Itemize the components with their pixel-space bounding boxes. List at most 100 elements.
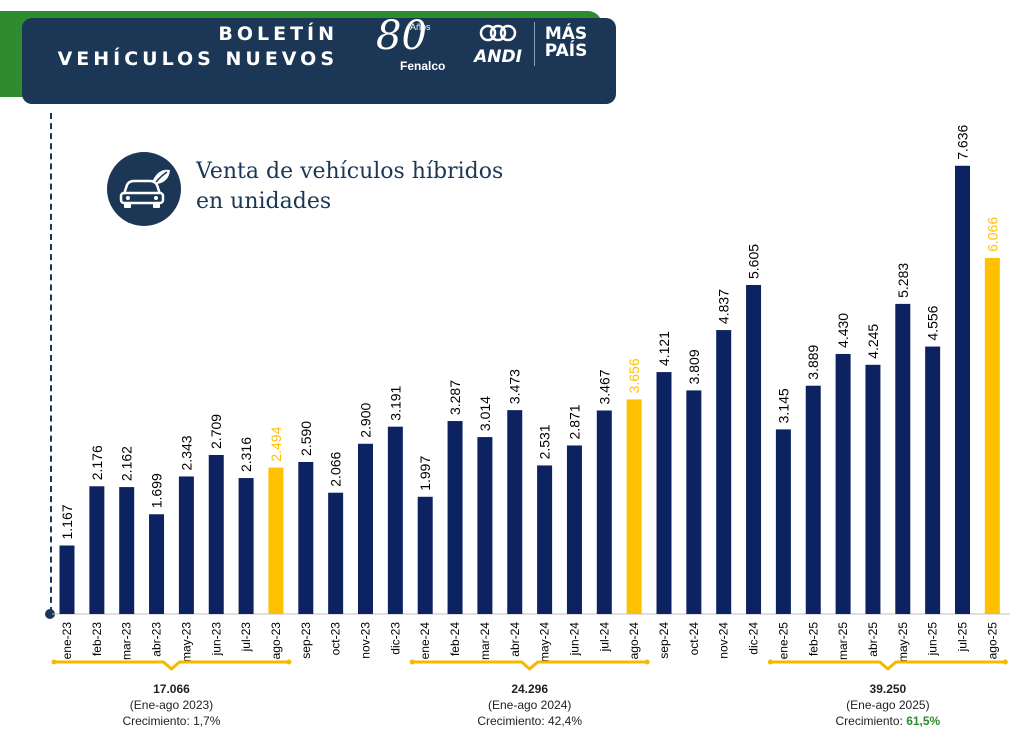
bar-value-label: 2.871 [566, 404, 582, 439]
bar-may-23 [178, 476, 194, 614]
fenalco-80-mark: 80 [376, 13, 427, 59]
x-tick-label: ene-23 [60, 622, 74, 660]
bar-jul-24 [596, 410, 612, 614]
bracket-end [286, 659, 292, 665]
x-tick-label: dic-23 [388, 622, 402, 655]
mas-pais-logo: MÁS PAÍS [540, 26, 592, 60]
bar-ago-24 [626, 399, 642, 614]
bar-jun-23 [208, 454, 224, 614]
bar-abr-23 [149, 514, 165, 614]
bar-value-label: 3.473 [507, 369, 523, 404]
bar-value-label: 4.121 [656, 331, 672, 366]
bar-jul-25 [955, 165, 970, 615]
bar-value-label: 5.605 [746, 244, 762, 279]
bar-feb-24 [447, 421, 463, 614]
bar-ene-24 [417, 496, 433, 614]
bar-value-label: 2.494 [268, 426, 284, 461]
bracket-end [644, 659, 650, 665]
bar-nov-24 [716, 330, 732, 614]
bar-value-label: 3.889 [805, 344, 821, 379]
bar-value-label: 2.162 [119, 446, 135, 481]
x-tick-label: sep-24 [657, 622, 671, 659]
bar-sep-23 [298, 461, 314, 614]
logo-divider [534, 22, 535, 66]
bar-value-label: 1.167 [59, 504, 75, 539]
bar-value-label: 7.636 [955, 125, 971, 160]
bar-abr-25 [865, 364, 881, 614]
bar-jul-23 [238, 478, 254, 614]
bar-value-label: 3.467 [596, 369, 612, 404]
bar-value-label: 1.997 [417, 456, 433, 491]
x-tick-label: ene-24 [418, 622, 432, 660]
x-tick-label: feb-25 [806, 622, 820, 656]
period-total: 17.066 [153, 682, 190, 696]
bracket-end [767, 659, 773, 665]
x-tick-label: may-23 [179, 622, 193, 662]
fenalco-logo: 80 Años Fenalco [370, 14, 460, 74]
x-tick-label: jun-23 [209, 622, 223, 657]
bar-value-label: 6.066 [984, 217, 1000, 252]
bar-value-label: 1.699 [149, 473, 165, 508]
x-tick-label: jun-25 [926, 622, 940, 657]
x-tick-label: feb-23 [90, 622, 104, 656]
bar-mar-23 [119, 487, 135, 614]
x-tick-label: mar-25 [836, 622, 850, 660]
x-tick-label: jun-24 [567, 622, 581, 657]
x-tick-label: may-24 [538, 622, 552, 662]
growth-label: Crecimiento: [835, 714, 907, 728]
hybrid-car-icon [107, 152, 181, 226]
bar-oct-23 [328, 492, 344, 614]
bar-value-label: 3.014 [477, 396, 493, 431]
timeline-dashed-line [50, 113, 52, 613]
bulletin-title-line1: BOLETÍN [218, 23, 338, 45]
period-total: 24.296 [511, 682, 549, 696]
period-summary: 39.250 (Ene-ago 2025) Crecimiento: 61,5% [798, 681, 978, 729]
period-growth: Crecimiento: 1,7% [81, 713, 261, 729]
period-summary: 17.066 (Ene-ago 2023) Crecimiento: 1,7% [81, 681, 261, 729]
bar-value-label: 3.145 [775, 388, 791, 423]
bar-value-label: 3.809 [686, 349, 702, 384]
fenalco-name: Fenalco [400, 59, 446, 73]
period-total: 39.250 [869, 682, 907, 696]
fenalco-anos-text: Años [410, 22, 431, 32]
bar-feb-25 [805, 385, 821, 614]
bar-value-label: 2.900 [358, 403, 374, 438]
period-growth: Crecimiento: 61,5% [798, 713, 978, 729]
x-tick-label: mar-24 [478, 622, 492, 660]
x-tick-label: oct-23 [329, 622, 343, 656]
bar-value-label: 2.531 [537, 424, 553, 459]
bar-value-label: 3.191 [387, 385, 403, 420]
bar-may-25 [895, 303, 911, 614]
x-tick-label: abr-23 [150, 622, 164, 657]
bar-dic-24 [746, 284, 762, 614]
bar-ago-25 [984, 257, 1000, 614]
x-tick-label: sep-23 [299, 622, 313, 659]
x-tick-label: ago-24 [627, 622, 641, 660]
bar-value-label: 2.066 [328, 451, 344, 486]
bar-value-label: 2.590 [298, 421, 314, 456]
bar-value-label: 2.709 [208, 414, 224, 449]
x-tick-label: jul-24 [597, 622, 611, 653]
summary-bracket [770, 660, 1006, 671]
x-tick-label: ago-25 [985, 622, 999, 660]
bulletin-title-line2: VEHÍCULOS NUEVOS [57, 48, 338, 70]
bar-value-label: 5.283 [895, 263, 911, 298]
bar-value-label: 2.316 [238, 437, 254, 472]
x-tick-label: ago-23 [269, 622, 283, 660]
x-tick-label: nov-23 [359, 622, 373, 659]
period-growth: Crecimiento: 42,4% [440, 713, 620, 729]
x-tick-label: mar-23 [120, 622, 134, 660]
bar-jun-24 [566, 445, 582, 614]
bracket-end [51, 659, 57, 665]
growth-value: 61,5% [906, 714, 941, 728]
x-tick-label: abr-25 [866, 622, 880, 657]
chart-title-line2: en unidades [196, 189, 332, 214]
x-tick-label: dic-24 [747, 622, 761, 655]
x-tick-label: feb-24 [448, 622, 462, 656]
bar-dic-23 [387, 426, 403, 614]
bracket-end [409, 659, 415, 665]
summary-bracket [54, 660, 289, 671]
chart-title-line1: Venta de vehículos híbridos [196, 159, 504, 184]
period-range: (Ene-ago 2024) [487, 698, 572, 712]
